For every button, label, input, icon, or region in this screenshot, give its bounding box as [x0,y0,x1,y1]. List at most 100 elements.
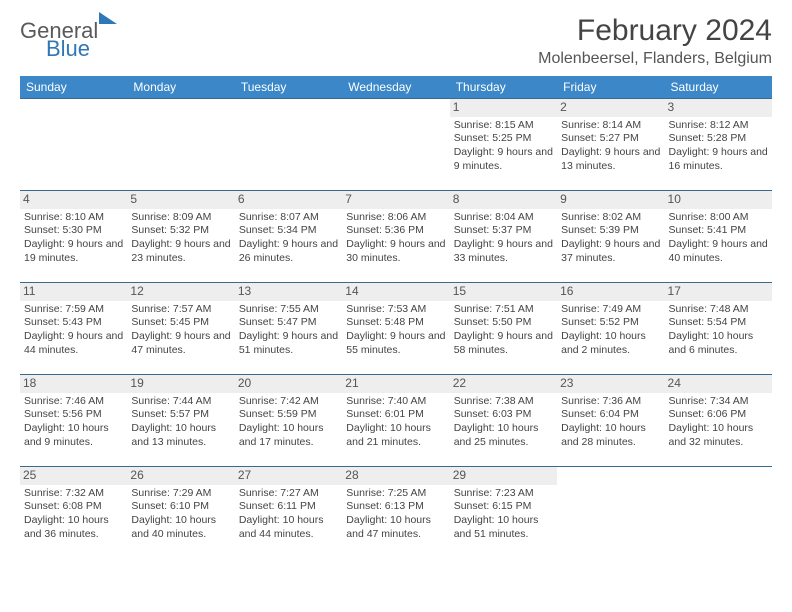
day-number: 9 [557,191,664,209]
day-info: Sunrise: 7:27 AMSunset: 6:11 PMDaylight:… [239,487,338,542]
day-number: 16 [557,283,664,301]
day-info: Sunrise: 7:55 AMSunset: 5:47 PMDaylight:… [239,303,338,358]
day-info: Sunrise: 8:06 AMSunset: 5:36 PMDaylight:… [346,211,445,266]
day-number: 3 [665,99,772,117]
calendar-day-cell: 1Sunrise: 8:15 AMSunset: 5:25 PMDaylight… [450,99,557,191]
day-number: 29 [450,467,557,485]
weekday-heading: Friday [557,76,664,99]
calendar-day-cell: 15Sunrise: 7:51 AMSunset: 5:50 PMDayligh… [450,283,557,375]
calendar-day-cell: 8 Sunrise: 8:04 AMSunset: 5:37 PMDaylight… [450,191,557,283]
day-number: 22 [450,375,557,393]
calendar-week-row: 11 Sunrise: 7:59 AMSunset: 5:43 PMDayligh… [20,283,772,375]
calendar-day-cell: 10Sunrise: 8:00 AMSunset: 5:41 PMDayligh… [665,191,772,283]
day-number: 18 [20,375,127,393]
day-info: Sunrise: 8:12 AMSunset: 5:28 PMDaylight:… [669,119,768,174]
day-number: 7 [342,191,449,209]
calendar-day-cell: 2 Sunrise: 8:14 AMSunset: 5:27 PMDaylight… [557,99,664,191]
logo: General Blue [20,14,117,60]
header: General Blue February 2024 Molenbeersel,… [20,14,772,68]
day-number: 14 [342,283,449,301]
day-number: 8 [450,191,557,209]
calendar-day-cell: 22 Sunrise: 7:38 AMSunset: 6:03 PMDayligh… [450,375,557,467]
logo-text: General Blue [20,20,117,60]
day-info: Sunrise: 7:44 AMSunset: 5:57 PMDaylight:… [131,395,230,450]
day-info: Sunrise: 7:29 AMSunset: 6:10 PMDaylight:… [131,487,230,542]
calendar-week-row: 25 Sunrise: 7:32 AMSunset: 6:08 PMDayligh… [20,467,772,559]
calendar-day-cell [557,467,664,559]
day-info: Sunrise: 8:00 AMSunset: 5:41 PMDaylight:… [669,211,768,266]
day-info: Sunrise: 7:57 AMSunset: 5:45 PMDaylight:… [131,303,230,358]
day-number: 4 [20,191,127,209]
day-info: Sunrise: 7:48 AMSunset: 5:54 PMDaylight:… [669,303,768,358]
calendar-week-row: 1Sunrise: 8:15 AMSunset: 5:25 PMDaylight… [20,99,772,191]
day-number: 6 [235,191,342,209]
day-info: Sunrise: 7:32 AMSunset: 6:08 PMDaylight:… [24,487,123,542]
calendar-day-cell: 6 Sunrise: 8:07 AMSunset: 5:34 PMDaylight… [235,191,342,283]
day-number: 1 [450,99,557,117]
day-info: Sunrise: 7:42 AMSunset: 5:59 PMDaylight:… [239,395,338,450]
day-info: Sunrise: 7:25 AMSunset: 6:13 PMDaylight:… [346,487,445,542]
day-number: 25 [20,467,127,485]
day-info: Sunrise: 8:14 AMSunset: 5:27 PMDaylight:… [561,119,660,174]
weekday-heading: Saturday [665,76,772,99]
calendar-day-cell [20,99,127,191]
calendar-day-cell: 27 Sunrise: 7:27 AMSunset: 6:11 PMDayligh… [235,467,342,559]
day-info: Sunrise: 8:02 AMSunset: 5:39 PMDaylight:… [561,211,660,266]
calendar-day-cell [127,99,234,191]
calendar-day-cell: 29Sunrise: 7:23 AMSunset: 6:15 PMDayligh… [450,467,557,559]
calendar-day-cell: 25 Sunrise: 7:32 AMSunset: 6:08 PMDayligh… [20,467,127,559]
calendar-table: Sunday Monday Tuesday Wednesday Thursday… [20,76,772,559]
calendar-day-cell: 11 Sunrise: 7:59 AMSunset: 5:43 PMDayligh… [20,283,127,375]
day-info: Sunrise: 7:40 AMSunset: 6:01 PMDaylight:… [346,395,445,450]
calendar-day-cell: 3 Sunrise: 8:12 AMSunset: 5:28 PMDaylight… [665,99,772,191]
weekday-heading: Monday [127,76,234,99]
calendar-body: 1Sunrise: 8:15 AMSunset: 5:25 PMDaylight… [20,99,772,559]
location-text: Molenbeersel, Flanders, Belgium [538,50,772,68]
calendar-day-cell: 28 Sunrise: 7:25 AMSunset: 6:13 PMDayligh… [342,467,449,559]
day-number: 2 [557,99,664,117]
calendar-day-cell: 4 Sunrise: 8:10 AMSunset: 5:30 PMDaylight… [20,191,127,283]
day-number: 21 [342,375,449,393]
day-info: Sunrise: 8:07 AMSunset: 5:34 PMDaylight:… [239,211,338,266]
calendar-day-cell [235,99,342,191]
day-info: Sunrise: 7:51 AMSunset: 5:50 PMDaylight:… [454,303,553,358]
calendar-day-cell: 19 Sunrise: 7:44 AMSunset: 5:57 PMDayligh… [127,375,234,467]
page-title: February 2024 [538,14,772,48]
calendar-day-cell: 23 Sunrise: 7:36 AMSunset: 6:04 PMDayligh… [557,375,664,467]
day-number: 12 [127,283,234,301]
calendar-day-cell [665,467,772,559]
day-info: Sunrise: 8:04 AMSunset: 5:37 PMDaylight:… [454,211,553,266]
calendar-header-row: Sunday Monday Tuesday Wednesday Thursday… [20,76,772,99]
calendar-day-cell: 13Sunrise: 7:55 AMSunset: 5:47 PMDayligh… [235,283,342,375]
calendar-day-cell: 21 Sunrise: 7:40 AMSunset: 6:01 PMDayligh… [342,375,449,467]
day-number: 23 [557,375,664,393]
day-number: 24 [665,375,772,393]
day-info: Sunrise: 7:36 AMSunset: 6:04 PMDaylight:… [561,395,660,450]
weekday-heading: Thursday [450,76,557,99]
day-info: Sunrise: 8:09 AMSunset: 5:32 PMDaylight:… [131,211,230,266]
day-info: Sunrise: 7:49 AMSunset: 5:52 PMDaylight:… [561,303,660,358]
day-info: Sunrise: 7:38 AMSunset: 6:03 PMDaylight:… [454,395,553,450]
calendar-day-cell: 18Sunrise: 7:46 AMSunset: 5:56 PMDayligh… [20,375,127,467]
calendar-day-cell: 9 Sunrise: 8:02 AMSunset: 5:39 PMDaylight… [557,191,664,283]
calendar-day-cell: 24 Sunrise: 7:34 AMSunset: 6:06 PMDayligh… [665,375,772,467]
day-number: 5 [127,191,234,209]
logo-sail-icon [99,12,117,24]
logo-line2: Blue [46,38,117,60]
day-number: 19 [127,375,234,393]
day-number: 27 [235,467,342,485]
day-info: Sunrise: 7:34 AMSunset: 6:06 PMDaylight:… [669,395,768,450]
day-info: Sunrise: 8:10 AMSunset: 5:30 PMDaylight:… [24,211,123,266]
day-info: Sunrise: 7:59 AMSunset: 5:43 PMDaylight:… [24,303,123,358]
calendar-week-row: 18Sunrise: 7:46 AMSunset: 5:56 PMDayligh… [20,375,772,467]
calendar-day-cell: 17Sunrise: 7:48 AMSunset: 5:54 PMDayligh… [665,283,772,375]
day-number: 26 [127,467,234,485]
day-info: Sunrise: 7:53 AMSunset: 5:48 PMDaylight:… [346,303,445,358]
calendar-day-cell: 26 Sunrise: 7:29 AMSunset: 6:10 PMDayligh… [127,467,234,559]
weekday-heading: Tuesday [235,76,342,99]
day-number: 28 [342,467,449,485]
day-number: 11 [20,283,127,301]
calendar-week-row: 4 Sunrise: 8:10 AMSunset: 5:30 PMDaylight… [20,191,772,283]
weekday-heading: Wednesday [342,76,449,99]
day-number: 20 [235,375,342,393]
